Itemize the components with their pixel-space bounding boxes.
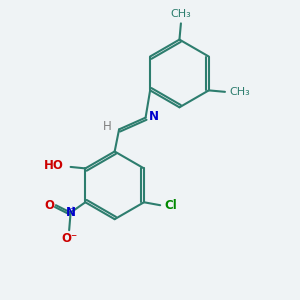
Text: N: N	[66, 206, 76, 219]
Text: O: O	[44, 199, 54, 212]
Text: CH₃: CH₃	[170, 9, 191, 19]
Text: CH₃: CH₃	[230, 87, 250, 97]
Text: +: +	[69, 206, 75, 212]
Text: H: H	[103, 120, 112, 133]
Text: HO: HO	[44, 159, 63, 172]
Text: O⁻: O⁻	[61, 232, 77, 245]
Text: Cl: Cl	[165, 199, 177, 212]
Text: N: N	[149, 110, 159, 123]
